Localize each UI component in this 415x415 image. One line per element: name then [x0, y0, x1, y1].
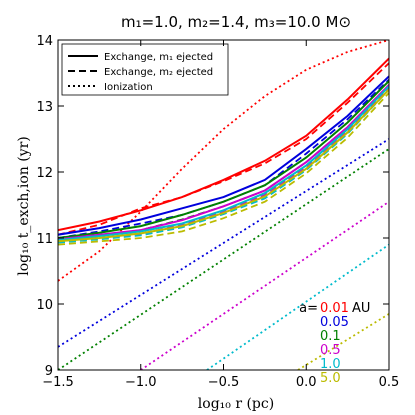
- y-tick-label: 10: [36, 298, 53, 313]
- series-0.05-solid: [58, 75, 389, 236]
- x-axis-label: log₁₀ r (pc): [198, 396, 274, 412]
- series-0.01-solid: [58, 57, 389, 232]
- legend-label: Exchange, m₁ ejected: [104, 52, 213, 63]
- y-tick-label: 14: [36, 34, 53, 49]
- series-0.5-solid: [58, 84, 389, 241]
- annotation-value: 0.01: [320, 301, 349, 316]
- x-tick-label: −1.0: [125, 375, 157, 390]
- series-0.05-dotted: [58, 138, 389, 348]
- x-tick-label: −0.5: [208, 375, 240, 390]
- y-tick-label: 11: [36, 232, 53, 247]
- series-1.0-solid: [58, 85, 389, 241]
- series-0.1-solid: [58, 80, 389, 239]
- annotation-value: 5.0: [320, 371, 341, 386]
- annotation-prefix: a=: [299, 301, 318, 316]
- annotation-value: 0.05: [320, 315, 349, 330]
- y-axis-label: log₁₀ t_exch,ion (yr): [16, 136, 32, 276]
- plot-area: [58, 40, 389, 370]
- x-tick-label: 0.5: [379, 375, 400, 390]
- annotation-value: 0.1: [320, 329, 341, 344]
- annotation-value: 0.5: [320, 343, 341, 358]
- y-tick-label: 9: [45, 364, 53, 379]
- series-1.0-dotted: [206, 243, 389, 370]
- series-0.1-dotted: [58, 148, 389, 370]
- x-tick-label: 0.0: [296, 375, 317, 390]
- y-tick-label: 13: [36, 100, 53, 115]
- annotation-unit: AU: [352, 301, 370, 316]
- x-tick-label: −1.5: [42, 375, 74, 390]
- y-tick-label: 12: [36, 166, 53, 181]
- legend: Exchange, m₁ ejected Exchange, m₂ ejected…: [61, 43, 229, 96]
- chart-title: m₁=1.0, m₂=1.4, m₃=10.0 M⊙: [121, 13, 351, 31]
- axes: −1.5 −1.0 −0.5 0.0 0.5 9 10 11 12 13 14: [36, 34, 399, 390]
- series-5.0-solid: [58, 88, 389, 243]
- legend-label: Ionization: [104, 82, 153, 93]
- annotation: a= AU0.010.050.10.51.05.0: [299, 301, 370, 386]
- series-5.0-dashed: [58, 92, 389, 246]
- legend-label: Exchange, m₂ ejected: [104, 67, 213, 78]
- annotation-value: 1.0: [320, 357, 341, 372]
- series-0.01-dashed: [58, 62, 389, 236]
